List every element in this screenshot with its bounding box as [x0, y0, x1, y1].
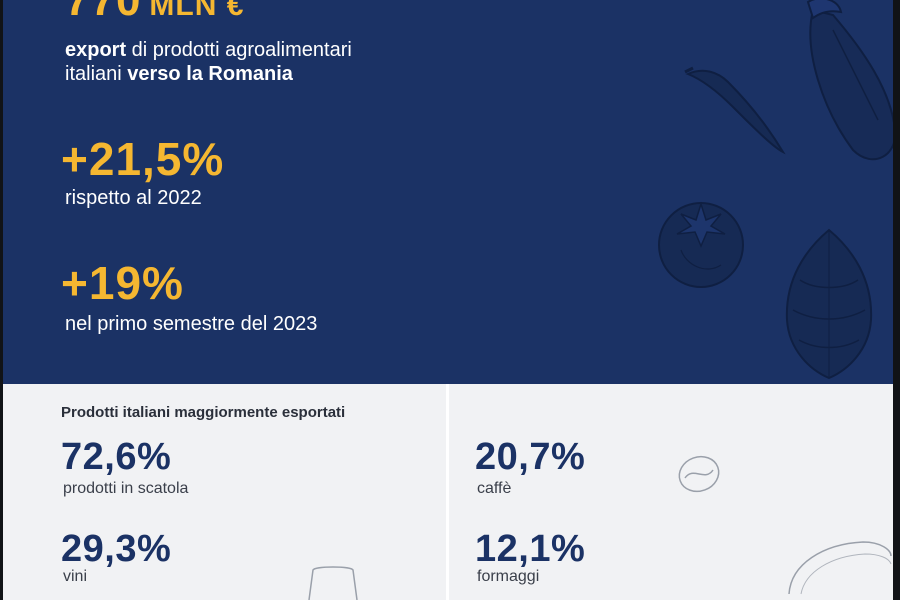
product-value-caffe: 20,7% — [475, 436, 586, 478]
growth-h1-description: nel primo semestre del 2023 — [65, 313, 318, 335]
export-desc-bold: export — [65, 39, 127, 61]
chili-pepper-icon — [683, 62, 793, 162]
cheese-icon — [783, 534, 893, 600]
column-divider — [446, 384, 449, 600]
export-value-unit: MLN € — [149, 0, 245, 22]
product-label-caffe: caffè — [477, 480, 512, 497]
wine-glass-icon — [303, 564, 363, 600]
growth-h1-value: +19% — [61, 257, 184, 309]
growth-2022-value: +21,5% — [61, 133, 225, 185]
tomato-icon — [651, 190, 751, 290]
export-desc-destination: verso la Romania — [127, 63, 293, 85]
growth-2022-description: rispetto al 2022 — [65, 187, 202, 209]
product-label-formaggi: formaggi — [477, 568, 540, 585]
export-desc-line2: italiani — [65, 63, 128, 85]
product-value-scatola: 72,6% — [61, 436, 172, 478]
product-label-vini: vini — [63, 568, 88, 585]
export-value-number: 770 — [65, 0, 142, 25]
export-description: export di prodotti agroalimentari italia… — [65, 38, 352, 86]
products-title: Prodotti italiani maggiormente esportati — [61, 404, 346, 421]
product-value-formaggi: 12,1% — [475, 528, 586, 570]
right-frame-edge — [893, 0, 900, 600]
export-value: 770 MLN € — [65, 0, 244, 26]
left-frame-edge — [0, 0, 3, 600]
products-panel: Prodotti italiani maggiormente esportati… — [3, 384, 893, 600]
export-desc-rest: di prodotti agroalimentari — [126, 39, 352, 61]
artichoke-icon — [765, 220, 893, 384]
coffee-bean-icon — [675, 452, 723, 496]
hero-panel: 770 MLN € export di prodotti agroalimenta… — [3, 0, 893, 384]
product-label-scatola: prodotti in scatola — [63, 480, 189, 497]
product-value-vini: 29,3% — [61, 528, 172, 570]
eggplant-icon — [783, 0, 893, 170]
